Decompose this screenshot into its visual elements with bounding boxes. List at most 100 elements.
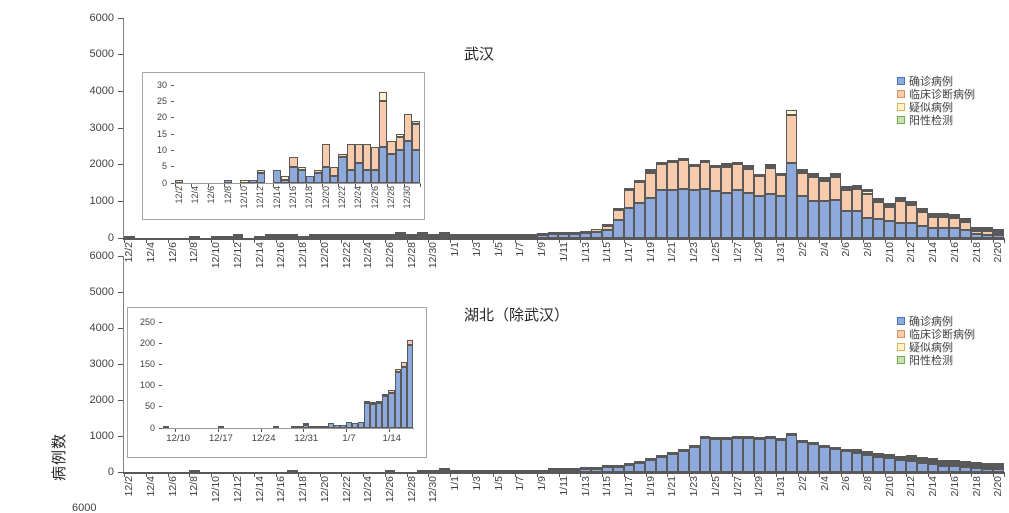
y-tick-label: 200 bbox=[139, 337, 155, 348]
x-tick-mark bbox=[297, 473, 299, 477]
bar-segment-confirmed bbox=[753, 438, 765, 472]
legend-item-clinical: 临床诊断病例 bbox=[897, 327, 975, 341]
bar-segment-suspected bbox=[297, 166, 306, 170]
bar-segment-confirmed bbox=[362, 169, 372, 183]
bar-slot bbox=[217, 322, 224, 428]
bar-segment-confirmed bbox=[873, 218, 885, 238]
x-tick-mark bbox=[732, 473, 734, 477]
bar-segment-positive bbox=[808, 172, 819, 175]
x-tick-mark bbox=[493, 239, 495, 243]
bar-slot bbox=[183, 85, 191, 183]
x-tick-mark bbox=[191, 184, 193, 187]
bar-segment-clinical bbox=[742, 435, 754, 438]
bar-slot bbox=[449, 18, 461, 238]
bar-segment-suspected bbox=[927, 460, 939, 463]
x-tick-mark bbox=[387, 184, 389, 187]
bar-slot bbox=[623, 18, 635, 238]
y-tick-mark bbox=[118, 90, 123, 92]
x-tick-mark bbox=[384, 473, 386, 477]
bar-slot bbox=[321, 322, 328, 428]
y-tick-mark bbox=[118, 200, 123, 202]
bar-slot bbox=[384, 18, 396, 238]
bar-segment-clinical bbox=[417, 234, 429, 236]
x-tick-label: 12/20 bbox=[320, 186, 331, 209]
x-tick-mark bbox=[341, 473, 343, 477]
y-tick-label: 6000 bbox=[89, 249, 114, 262]
x-tick-mark bbox=[602, 473, 603, 477]
bar-segment-clinical bbox=[403, 114, 412, 141]
bar-segment-clinical bbox=[971, 465, 982, 468]
bar-segment-positive bbox=[927, 213, 939, 216]
bar-segment-confirmed bbox=[281, 179, 290, 183]
y-tick-label: 250 bbox=[139, 316, 155, 327]
bar-segment-suspected bbox=[699, 159, 711, 162]
bar-segment-clinical bbox=[379, 101, 388, 148]
bar-segment-confirmed bbox=[884, 220, 896, 238]
bar-slot bbox=[305, 85, 314, 183]
bar-segment-positive bbox=[764, 164, 776, 167]
bar-slot bbox=[504, 256, 515, 472]
bar-segment-clinical bbox=[916, 212, 928, 227]
y-tick-mark bbox=[118, 363, 123, 365]
bar-slot bbox=[345, 322, 352, 428]
bar-segment-confirmed bbox=[339, 424, 346, 428]
bar-segment-clinical bbox=[590, 467, 602, 470]
bar-slot bbox=[232, 85, 240, 183]
y-tick-label: 15 bbox=[156, 128, 167, 139]
bar-segment-clinical bbox=[382, 394, 389, 397]
bar-slot bbox=[417, 18, 429, 238]
bars-hubei-main bbox=[124, 256, 1004, 472]
x-tick-label: 12/16 bbox=[287, 186, 298, 209]
bar-segment-confirmed bbox=[308, 236, 320, 238]
bar-segment-clinical bbox=[634, 460, 646, 463]
bar-slot bbox=[656, 18, 667, 238]
bar-segment-clinical bbox=[289, 156, 298, 167]
bar-slot bbox=[840, 18, 852, 238]
x-tick-mark bbox=[363, 473, 364, 477]
x-tick-label: 12/28 bbox=[385, 186, 396, 209]
inset-box-wuhan-early bbox=[142, 72, 425, 220]
bar-segment-confirmed bbox=[971, 234, 982, 238]
bar-slot bbox=[471, 256, 483, 472]
bar-segment-clinical bbox=[388, 389, 395, 394]
bar-segment-confirmed bbox=[384, 470, 396, 472]
bar-slot bbox=[322, 85, 331, 183]
bar-slot bbox=[938, 256, 950, 472]
bar-segment-confirmed bbox=[362, 236, 374, 238]
bar-segment-suspected bbox=[819, 178, 830, 181]
x-tick-mark bbox=[862, 473, 864, 477]
bar-segment-confirmed bbox=[406, 236, 418, 238]
bar-slot bbox=[981, 256, 993, 472]
x-tick-mark bbox=[167, 473, 169, 477]
bar-segment-confirmed bbox=[482, 236, 494, 238]
bar-segment-suspected bbox=[992, 230, 1004, 233]
bar-segment-confirmed bbox=[797, 442, 809, 472]
bar-segment-confirmed bbox=[321, 426, 328, 428]
x-tick-mark bbox=[305, 184, 307, 187]
bar-segment-confirmed bbox=[189, 470, 201, 472]
bar-segment-suspected bbox=[927, 215, 939, 218]
bar-segment-confirmed bbox=[449, 470, 461, 472]
y-tick-label: 1000 bbox=[89, 194, 114, 207]
bar-segment-clinical bbox=[623, 189, 635, 208]
legend-label: 确诊病例 bbox=[909, 75, 953, 88]
bar-segment-confirmed bbox=[960, 229, 972, 238]
bar-segment-clinical bbox=[753, 436, 765, 439]
bar-segment-confirmed bbox=[438, 236, 450, 238]
y-tick-label: 5000 bbox=[89, 285, 114, 298]
bar-slot bbox=[786, 256, 798, 472]
x-tick-label: 12/2 bbox=[173, 186, 184, 204]
bar-segment-suspected bbox=[884, 454, 896, 457]
bar-slot bbox=[224, 85, 233, 183]
bar-segment-confirmed bbox=[786, 163, 798, 238]
bar-segment-clinical bbox=[960, 221, 972, 230]
x-tick-mark bbox=[319, 473, 321, 477]
bar-segment-clinical bbox=[688, 444, 700, 447]
bar-slot bbox=[938, 18, 950, 238]
legend-swatch-positive bbox=[897, 115, 905, 124]
bar-segment-clinical bbox=[558, 231, 570, 234]
bar-segment-confirmed bbox=[732, 190, 743, 238]
x-tick-mark bbox=[536, 473, 538, 477]
bar-segment-clinical bbox=[580, 231, 591, 234]
bar-slot bbox=[297, 18, 309, 238]
